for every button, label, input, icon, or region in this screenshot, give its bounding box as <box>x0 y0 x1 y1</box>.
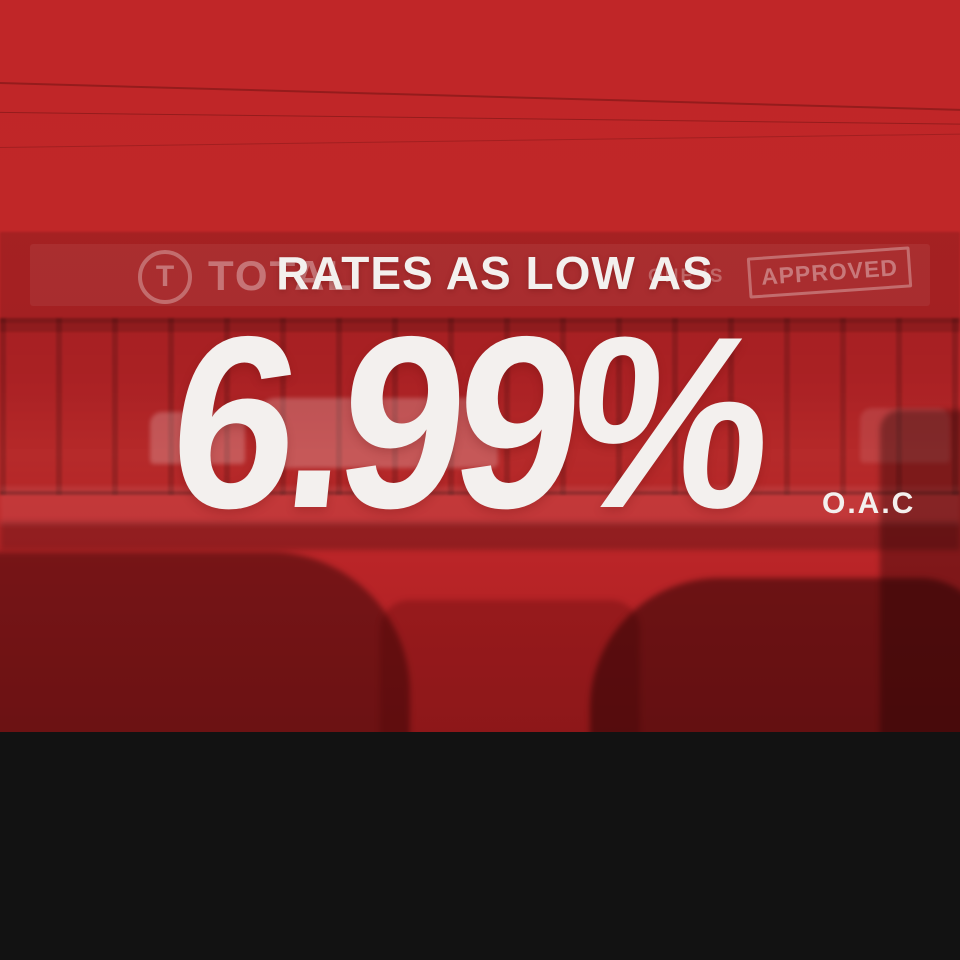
headline-qualifier: O.A.C <box>822 487 916 520</box>
hero-photo-overlay: T TOTAL ONE IS APPROVED RATES AS LOW AS … <box>0 0 960 732</box>
powerline-shape <box>0 111 960 126</box>
store-logo-icon: T <box>138 250 192 304</box>
road-strip <box>0 486 960 526</box>
foreground-car-shape <box>590 578 960 732</box>
store-tagline-fragment: ONE IS <box>648 266 725 287</box>
garage-windows <box>0 318 960 495</box>
powerline-shape <box>0 80 960 114</box>
distant-car-shape <box>258 398 498 468</box>
powerline-shape <box>0 132 960 149</box>
lender-logo-bar: Scotiabank ® CIBC N NORTHLAKE <box>0 732 960 960</box>
store-sign-text: TOTAL <box>208 252 355 299</box>
headline-rate: 6.99% <box>158 285 776 559</box>
foreground-car-shape <box>0 552 410 732</box>
distant-car-shape <box>150 412 245 464</box>
foreground-car-shape <box>380 600 640 732</box>
hedge-strip <box>0 522 960 550</box>
headline-kicker: RATES AS LOW AS <box>276 247 714 299</box>
foreground-car-shape <box>880 410 960 732</box>
distant-car-shape <box>860 408 950 463</box>
